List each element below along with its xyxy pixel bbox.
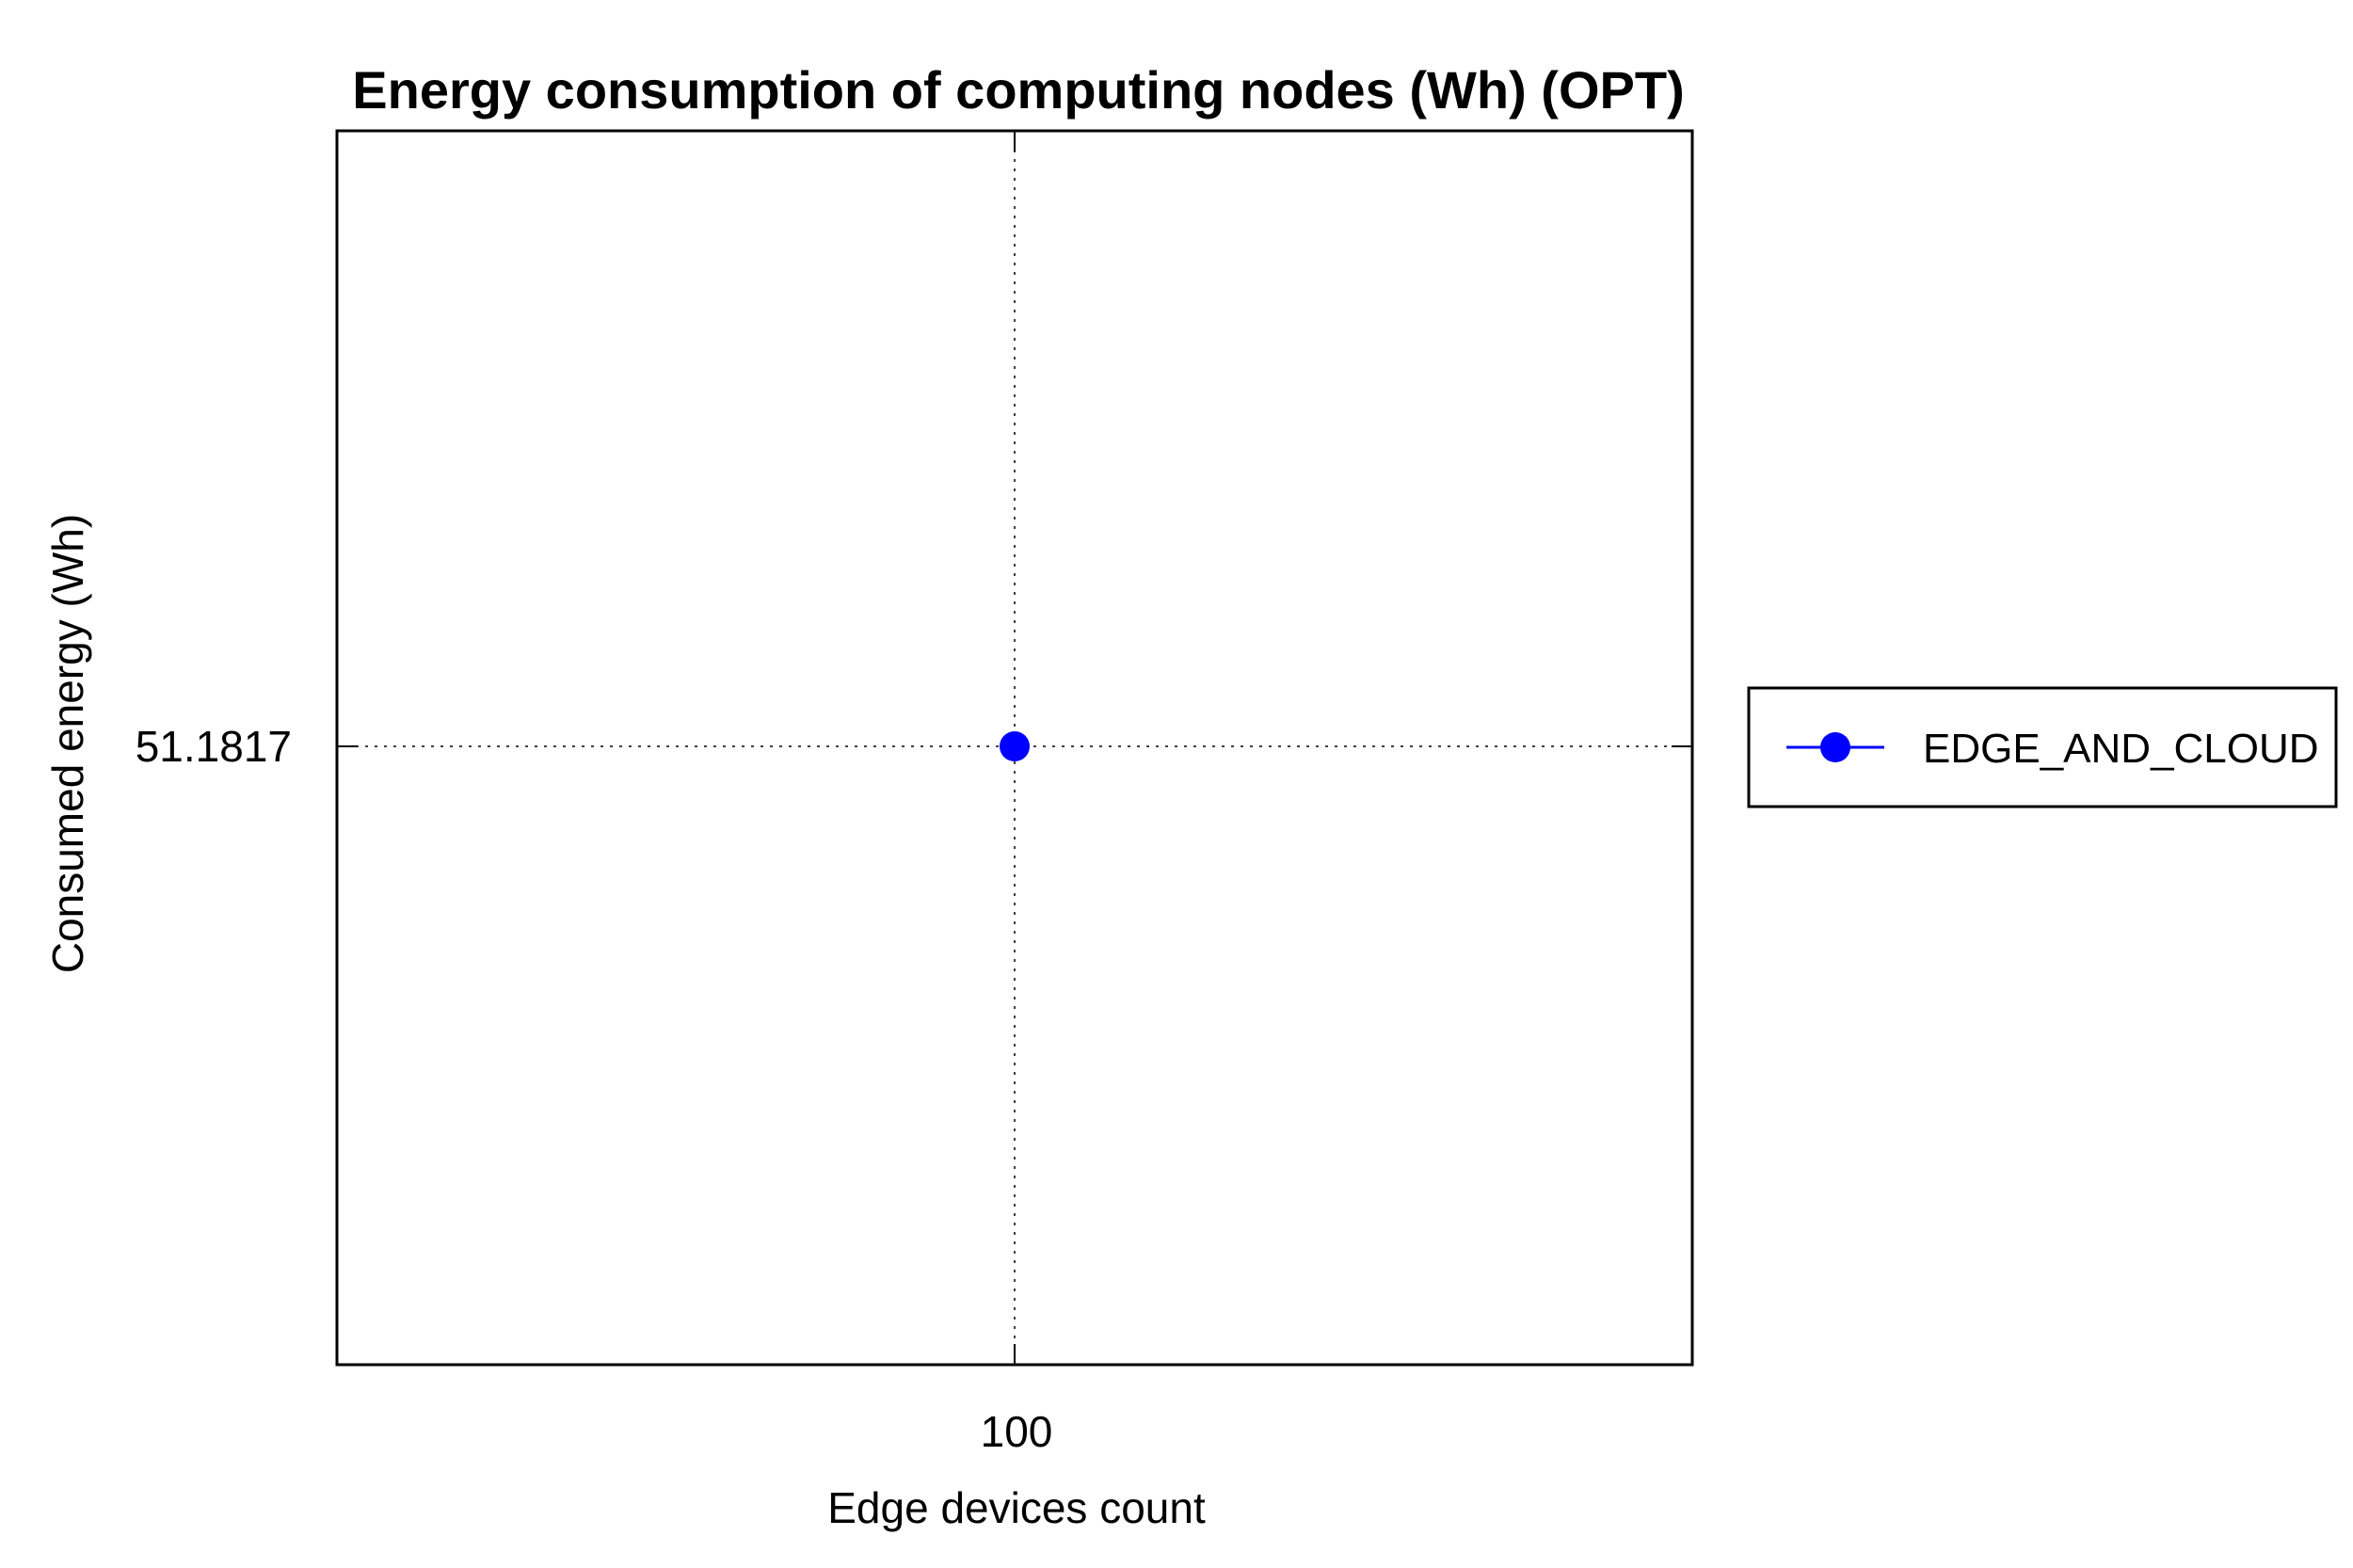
legend-series-label: EDGE_AND_CLOUD: [1923, 726, 2319, 772]
y-axis-label: Consumed energy (Wh): [43, 514, 92, 973]
x-axis-label: Edge devices count: [827, 1483, 1206, 1532]
legend: EDGE_AND_CLOUD: [1747, 686, 2338, 808]
axis-ticks: 100 51.1817: [136, 131, 1692, 1456]
x-tick-label: 100: [981, 1407, 1053, 1456]
data-point: [1000, 731, 1030, 761]
series-layer: [1000, 731, 1030, 761]
legend-marker-swatch: [1820, 732, 1850, 762]
chart-title: Energy consumption of computing nodes (W…: [352, 60, 1684, 120]
y-tick-label: 51.1817: [136, 722, 292, 771]
